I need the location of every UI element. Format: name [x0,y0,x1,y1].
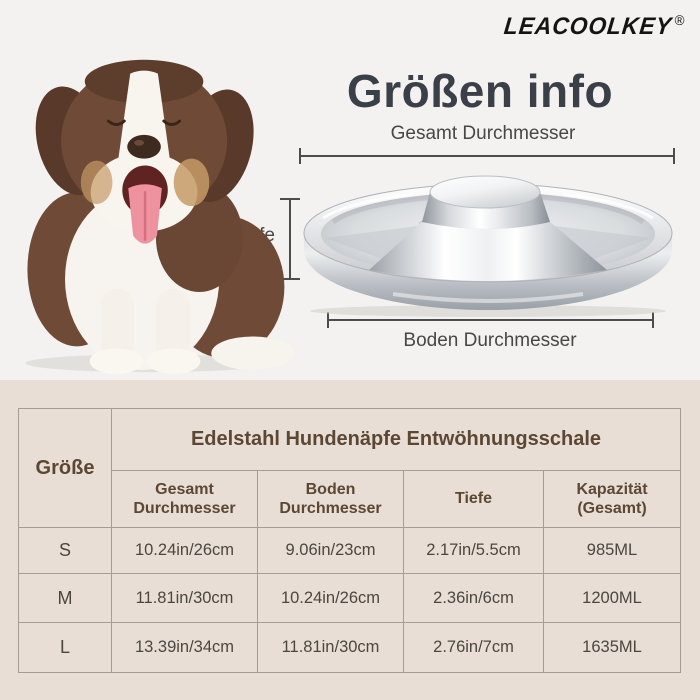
table-title: Edelstahl Hundenäpfe Entwöhnungsschale [111,408,681,471]
column-header-line: Tiefe [454,490,493,508]
overall-diameter-label: Gesamt Durchmesser [390,123,576,144]
table-row: M 11.81in/30cm 10.24in/26cm 2.36in/6cm 1… [18,573,681,623]
size-cell: L [18,622,112,673]
column-header-kapazitaet: Kapazität (Gesamt) [543,470,681,528]
column-header-line: Durchmesser [279,500,382,517]
size-cell: M [18,573,112,623]
kapazitaet-cell: 1200ML [543,573,681,623]
column-header-line: Kapazität [576,480,648,498]
gesamt-durchmesser-cell: 13.39in/34cm [111,622,258,673]
size-info-panel: LEACOOLKEY® Größen info Gesamt Durchmess… [4,12,686,378]
boden-durchmesser-cell: 9.06in/23cm [257,527,404,574]
page-title: Größen info [346,65,614,117]
bottom-diameter-label: Boden Durchmesser [403,330,577,351]
tiefe-cell: 2.17in/5.5cm [403,527,544,574]
kapazitaet-cell: 985ML [543,527,681,574]
table-corner-header: Größe [18,408,112,528]
size-cell: S [18,527,112,574]
puppy-photo [4,42,295,378]
tiefe-cell: 2.76in/7cm [403,622,544,673]
overall-diameter-measure-line [299,148,675,164]
table-row: L 13.39in/34cm 11.81in/30cm 2.76in/7cm 1… [18,622,681,673]
tiefe-cell: 2.36in/6cm [403,573,544,623]
column-header-line: Boden [305,480,356,498]
gesamt-durchmesser-cell: 11.81in/30cm [111,573,258,623]
column-header-boden-durchmesser: Boden Durchmesser [257,470,404,528]
bowl-illustration [293,166,685,318]
column-header-line: Durchmesser [133,500,236,517]
depth-measure-line [280,198,300,280]
boden-durchmesser-cell: 10.24in/26cm [257,573,404,623]
column-header-line: (Gesamt) [577,500,647,517]
registered-trademark-icon: ® [674,12,686,28]
brand-name: LEACOOLKEY [502,13,674,40]
column-header-tiefe: Tiefe [403,470,544,528]
boden-durchmesser-cell: 11.81in/30cm [257,622,404,673]
kapazitaet-cell: 1635ML [543,622,681,673]
table-row: S 10.24in/26cm 9.06in/23cm 2.17in/5.5cm … [18,527,681,574]
bottom-diameter-measure-line [327,312,654,328]
size-table: Größe Edelstahl Hundenäpfe Entwöhnungssc… [18,408,681,673]
size-table-panel: Größe Edelstahl Hundenäpfe Entwöhnungssc… [0,380,700,700]
gesamt-durchmesser-cell: 10.24in/26cm [111,527,258,574]
column-header-gesamt-durchmesser: Gesamt Durchmesser [111,470,258,528]
brand-logo: LEACOOLKEY® [502,12,686,41]
column-header-line: Gesamt [155,480,214,498]
